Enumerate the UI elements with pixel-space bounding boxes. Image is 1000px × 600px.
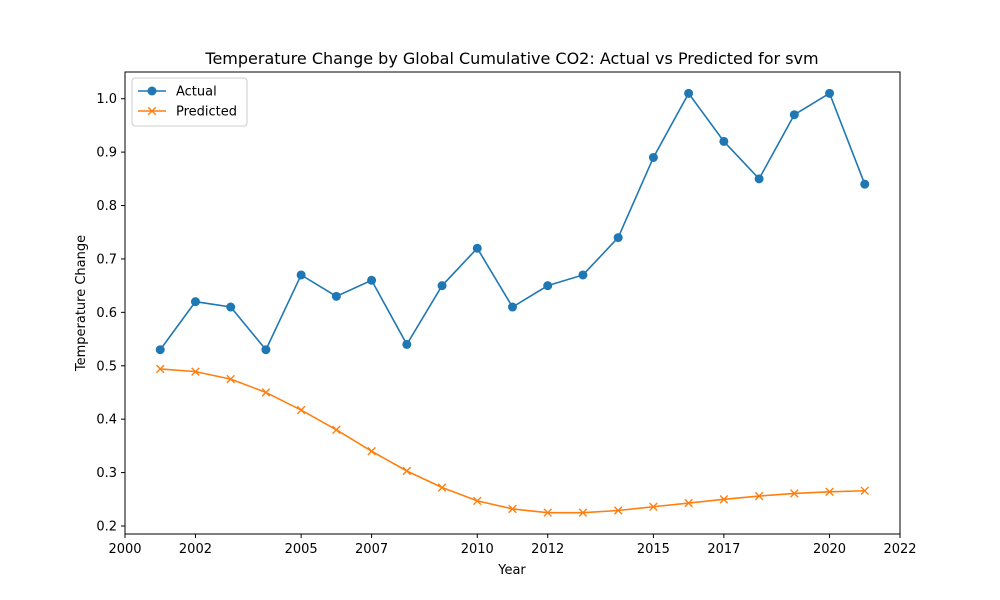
x-tick-label: 2005 — [285, 542, 318, 557]
actual-data-point — [261, 345, 271, 355]
actual-data-point — [296, 270, 306, 280]
actual-data-point — [613, 233, 623, 243]
predicted-data-point — [649, 502, 658, 512]
y-tick-label: 0.9 — [96, 146, 117, 161]
actual-data-point — [190, 297, 200, 307]
actual-data-point — [719, 136, 729, 146]
x-tick-label: 2010 — [461, 542, 494, 557]
predicted-data-point — [402, 466, 412, 476]
actual-data-point — [402, 339, 412, 349]
predicted-data-point — [860, 486, 870, 496]
y-tick-label: 0.7 — [96, 252, 117, 267]
x-tick-label: 2012 — [531, 542, 564, 557]
y-tick-label: 0.4 — [96, 413, 117, 428]
actual-data-point — [648, 152, 658, 162]
x-tick-label: 2000 — [108, 542, 141, 557]
predicted-data-point — [332, 425, 341, 435]
predicted-data-point — [472, 496, 482, 506]
predicted-data-point — [191, 367, 200, 376]
actual-data-point — [754, 174, 764, 184]
plot-frame — [124, 71, 901, 535]
x-tick-label: 2007 — [355, 542, 388, 557]
legend-box — [131, 77, 248, 127]
actual-data-point — [331, 291, 341, 301]
predicted-data-point — [437, 483, 447, 492]
legend-marker-predicted — [147, 106, 157, 116]
y-tick-label: 0.8 — [96, 199, 117, 214]
actual-data-point — [684, 88, 694, 98]
actual-data-point — [578, 270, 588, 280]
y-tick-label: 0.3 — [96, 466, 117, 481]
actual-data-point — [226, 302, 236, 312]
predicted-data-point — [296, 405, 306, 415]
predicted-data-point — [578, 508, 588, 517]
legend-label-actual: Actual — [176, 85, 217, 100]
actual-data-point — [437, 281, 447, 291]
y-tick-label: 0.6 — [96, 306, 117, 321]
predicted-data-point — [790, 489, 799, 498]
x-tick-label: 2017 — [707, 542, 740, 557]
predicted-data-point — [719, 494, 729, 504]
predicted-data-point — [825, 487, 834, 497]
predicted-data-point — [754, 491, 764, 501]
predicted-data-point — [508, 504, 517, 514]
actual-data-point — [367, 275, 377, 285]
x-tick-label: 2002 — [179, 542, 212, 557]
predicted-data-point — [226, 374, 235, 384]
x-tick-label: 2022 — [883, 542, 916, 557]
actual-data-point — [825, 88, 835, 98]
y-tick-label: 1.0 — [96, 92, 117, 107]
predicted-data-point — [684, 498, 693, 508]
x-axis-label: Year — [497, 563, 526, 578]
predicted-data-point — [367, 446, 376, 456]
actual-data-point — [543, 281, 553, 291]
y-axis-label: Temperature Change — [74, 235, 89, 372]
predicted-data-point — [613, 506, 623, 515]
legend-label-predicted: Predicted — [176, 105, 237, 120]
actual-data-point — [155, 345, 165, 355]
actual-data-point — [860, 179, 870, 189]
x-tick-label: 2020 — [813, 542, 846, 557]
predicted-data-point — [543, 508, 553, 517]
y-tick-label: 0.2 — [96, 519, 117, 534]
legend: Actual Predicted — [131, 77, 248, 127]
actual-data-point — [472, 243, 482, 253]
chart-title: Temperature Change by Global Cumulative … — [204, 49, 818, 68]
predicted-data-point — [155, 364, 165, 374]
y-tick-label: 0.5 — [96, 359, 117, 374]
plot-area: 2000 2002 2005 2007 2010 2012 2015 2017 2020 2022… — [96, 88, 917, 557]
legend-marker-actual — [147, 86, 157, 96]
actual-data-point — [508, 302, 517, 312]
x-tick-label: 2015 — [637, 542, 670, 557]
predicted-data-point — [261, 388, 271, 397]
actual-data-point — [789, 110, 799, 120]
